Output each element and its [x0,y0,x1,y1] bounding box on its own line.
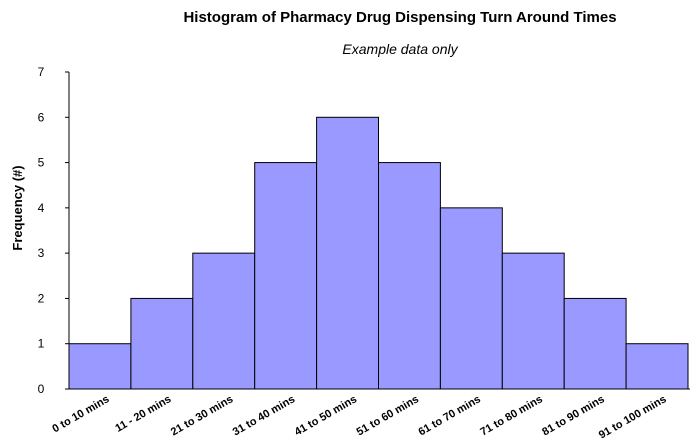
x-tick-label: 41 to 50 mins [293,393,359,438]
y-tick-label: 1 [38,337,45,351]
y-tick-label: 6 [38,110,45,124]
bar-9 [563,297,627,390]
y-axis-label: Frequency (#) [10,165,25,250]
x-tick-label: 91 to 100 mins [597,393,669,441]
bars-group [68,116,689,390]
x-tick-label: 21 to 30 mins [169,393,235,438]
bar-2 [130,297,194,390]
y-tick-label: 2 [38,291,45,305]
chart-title: Histogram of Pharmacy Drug Dispensing Tu… [183,9,616,26]
y-tick-label: 3 [38,246,45,260]
y-tick-label: 7 [38,65,45,79]
bar-7 [439,207,503,390]
bar-3 [192,252,256,390]
x-tick-label: 71 to 80 mins [478,393,544,438]
bar-6 [378,162,441,390]
y-tick-label: 4 [38,201,45,215]
x-tick-label: 0 to 10 mins [50,393,111,435]
bar-8 [501,252,565,390]
x-tick-label: 31 to 40 mins [231,393,297,438]
chart-subtitle: Example data only [342,41,458,57]
y-tick-label: 0 [38,382,45,396]
bar-4 [254,162,318,390]
y-axis-ticks: 0 1 2 3 4 5 6 7 [38,65,69,396]
x-tick-label: 51 to 60 mins [355,393,421,438]
bar-1 [68,343,132,390]
bar-10 [625,343,689,390]
x-tick-label: 11 - 20 mins [113,393,173,435]
bar-5 [316,116,380,390]
x-tick-label: 61 to 70 mins [416,393,482,438]
y-tick-label: 5 [38,156,45,170]
